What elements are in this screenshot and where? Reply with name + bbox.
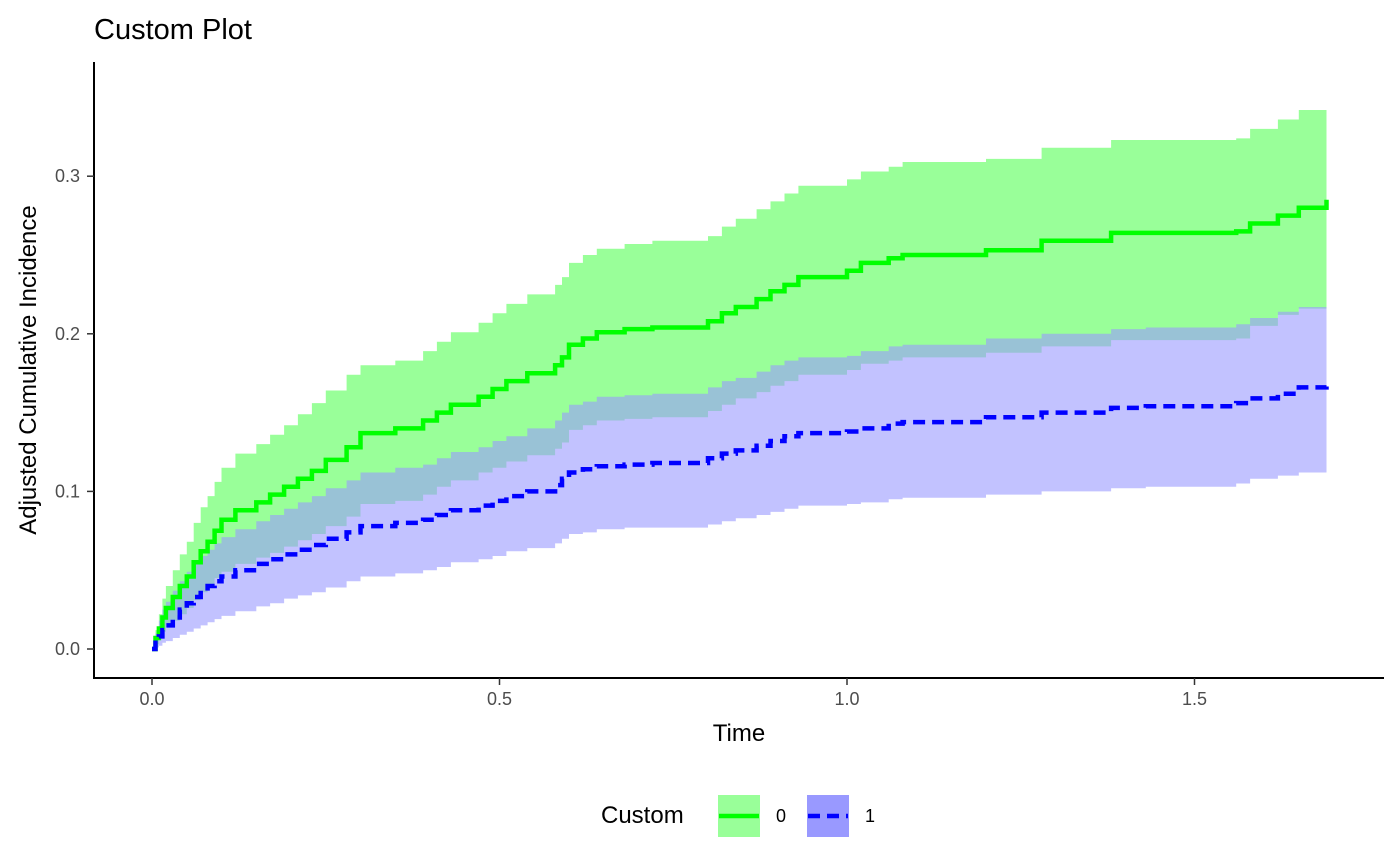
series-line-0 bbox=[152, 199, 1329, 652]
confidence-band-0 bbox=[152, 102, 1327, 650]
x-tick-label: 0.5 bbox=[487, 689, 512, 709]
legend-title: Custom bbox=[601, 802, 684, 829]
y-axis-ticks: 0.0 0.1 0.2 0.3 bbox=[55, 166, 94, 659]
chart-title: Custom Plot bbox=[94, 14, 252, 46]
series-line-1 bbox=[152, 382, 1329, 652]
x-tick-label: 0.0 bbox=[139, 689, 164, 709]
x-axis-ticks: 0.0 0.5 1.0 1.5 bbox=[139, 678, 1207, 709]
y-tick-label: 0.2 bbox=[55, 324, 80, 344]
y-tick-label: 0.0 bbox=[55, 639, 80, 659]
legend-label-1: 1 bbox=[865, 806, 875, 826]
x-tick-label: 1.5 bbox=[1182, 689, 1207, 709]
legend-item-0: 0 bbox=[718, 795, 786, 837]
confidence-bands bbox=[152, 102, 1327, 650]
x-axis-title: Time bbox=[713, 720, 765, 747]
confidence-band-1 bbox=[152, 302, 1327, 649]
x-tick-label: 1.0 bbox=[834, 689, 859, 709]
y-axis-title: Adjusted Cumulative Incidence bbox=[15, 205, 42, 535]
legend-item-1: 1 bbox=[807, 795, 875, 837]
y-tick-label: 0.3 bbox=[55, 166, 80, 186]
series-lines bbox=[152, 199, 1329, 652]
legend: Custom 0 1 bbox=[601, 795, 875, 837]
y-tick-label: 0.1 bbox=[55, 481, 80, 501]
legend-label-0: 0 bbox=[776, 806, 786, 826]
